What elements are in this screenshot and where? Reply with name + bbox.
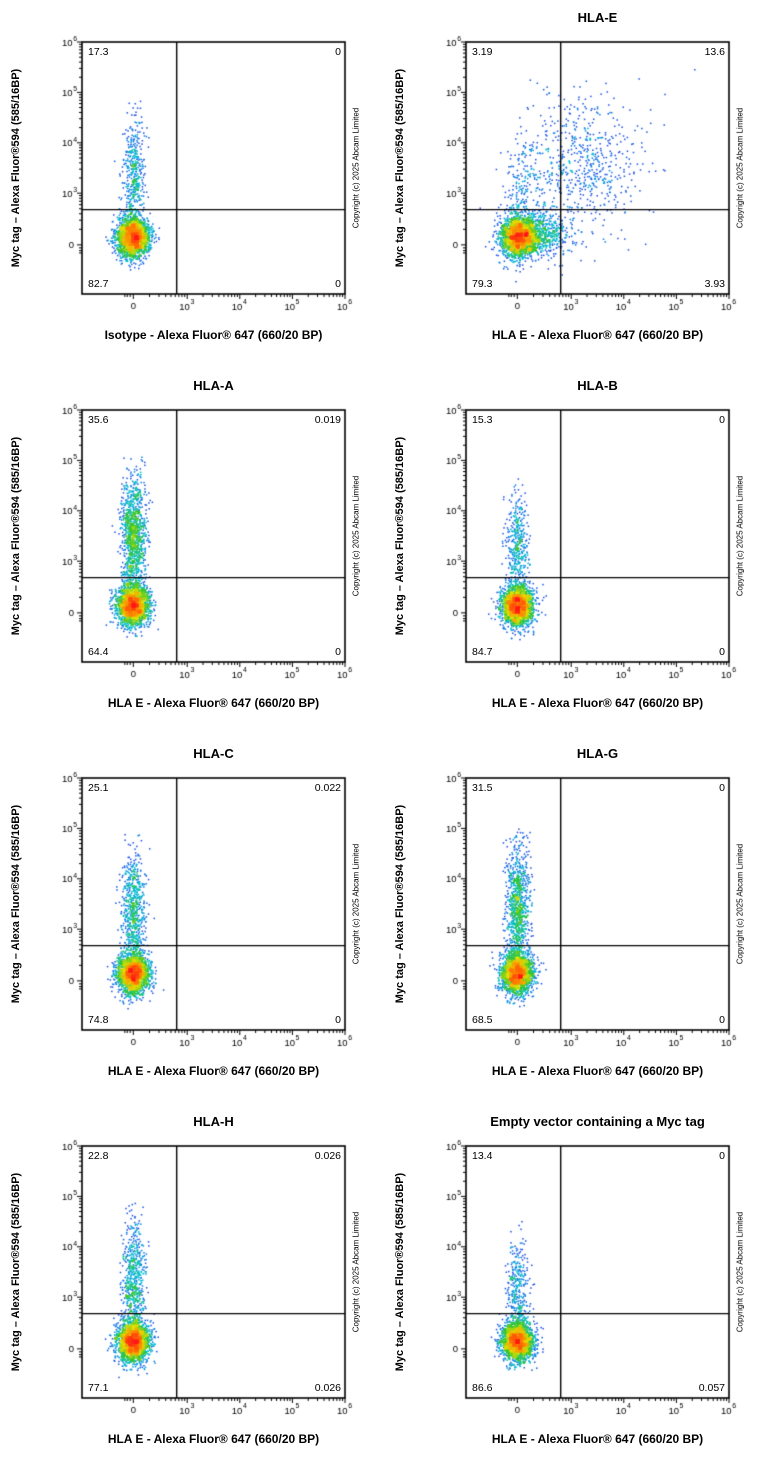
x-axis-label: Isotype - Alexa Fluor® 647 (660/20 BP) bbox=[104, 328, 323, 342]
scatter-plot-canvas bbox=[384, 2, 768, 370]
quadrant-lower-left-pct: 79.3 bbox=[472, 278, 493, 290]
scatter-plot-canvas bbox=[384, 1106, 768, 1474]
quadrant-upper-left-pct: 31.5 bbox=[472, 782, 493, 794]
x-axis-label: HLA E - Alexa Fluor® 647 (660/20 BP) bbox=[107, 1432, 320, 1446]
panel-title: HLA-H bbox=[193, 1114, 234, 1129]
copyright-notice: Copyright (c) 2025 Abcam Limited bbox=[735, 1211, 745, 1333]
quadrant-lower-left-pct: 68.5 bbox=[472, 1014, 493, 1026]
y-axis-label: Myc tag – Alexa Fluor®594 (585/16BP) bbox=[394, 68, 406, 268]
quadrant-lower-right-pct: 0 bbox=[719, 1014, 725, 1026]
quadrant-upper-left-pct: 25.1 bbox=[88, 782, 109, 794]
copyright-notice: Copyright (c) 2025 Abcam Limited bbox=[351, 843, 361, 965]
quadrant-upper-left-pct: 17.3 bbox=[88, 46, 109, 58]
quadrant-lower-left-pct: 84.7 bbox=[472, 646, 493, 658]
scatter-plot-canvas bbox=[0, 2, 384, 370]
flow-panel-hla-h: HLA-H Myc tag – Alexa Fluor®594 (585/16B… bbox=[0, 1106, 384, 1474]
quadrant-lower-right-pct: 0.057 bbox=[698, 1382, 725, 1394]
quadrant-upper-right-pct: 0.019 bbox=[314, 414, 341, 426]
copyright-notice: Copyright (c) 2025 Abcam Limited bbox=[735, 475, 745, 597]
panel-title: HLA-C bbox=[193, 746, 234, 761]
x-axis-label: HLA E - Alexa Fluor® 647 (660/20 BP) bbox=[491, 696, 704, 710]
quadrant-lower-right-pct: 0 bbox=[335, 1014, 341, 1026]
copyright-notice: Copyright (c) 2025 Abcam Limited bbox=[735, 843, 745, 965]
copyright-notice: Copyright (c) 2025 Abcam Limited bbox=[351, 475, 361, 597]
quadrant-upper-left-pct: 15.3 bbox=[472, 414, 493, 426]
quadrant-upper-left-pct: 35.6 bbox=[88, 414, 109, 426]
copyright-notice: Copyright (c) 2025 Abcam Limited bbox=[735, 107, 745, 229]
panel-title: HLA-E bbox=[577, 10, 618, 25]
quadrant-lower-left-pct: 64.4 bbox=[88, 646, 109, 658]
quadrant-lower-right-pct: 0 bbox=[719, 646, 725, 658]
scatter-plot-canvas bbox=[384, 370, 768, 738]
y-axis-label: Myc tag – Alexa Fluor®594 (585/16BP) bbox=[10, 1172, 22, 1372]
quadrant-lower-right-pct: 0 bbox=[335, 646, 341, 658]
x-axis-label: HLA E - Alexa Fluor® 647 (660/20 BP) bbox=[491, 1432, 704, 1446]
y-axis-label: Myc tag – Alexa Fluor®594 (585/16BP) bbox=[394, 436, 406, 636]
quadrant-upper-left-pct: 13.4 bbox=[472, 1150, 493, 1162]
quadrant-lower-left-pct: 77.1 bbox=[88, 1382, 109, 1394]
quadrant-upper-right-pct: 0 bbox=[719, 414, 725, 426]
quadrant-upper-right-pct: 0 bbox=[719, 782, 725, 794]
panel-title: HLA-G bbox=[576, 746, 619, 761]
panel-title: HLA-B bbox=[577, 378, 618, 393]
y-axis-label: Myc tag – Alexa Fluor®594 (585/16BP) bbox=[394, 1172, 406, 1372]
x-axis-label: HLA E - Alexa Fluor® 647 (660/20 BP) bbox=[107, 1064, 320, 1078]
y-axis-label: Myc tag – Alexa Fluor®594 (585/16BP) bbox=[10, 68, 22, 268]
quadrant-lower-right-pct: 0.026 bbox=[314, 1382, 341, 1394]
flow-panel-hla-b: HLA-B Myc tag – Alexa Fluor®594 (585/16B… bbox=[384, 370, 768, 738]
quadrant-lower-right-pct: 0 bbox=[335, 278, 341, 290]
y-axis-label: Myc tag – Alexa Fluor®594 (585/16BP) bbox=[394, 804, 406, 1004]
x-axis-label: HLA E - Alexa Fluor® 647 (660/20 BP) bbox=[491, 328, 704, 342]
quadrant-upper-right-pct: 13.6 bbox=[704, 46, 725, 58]
y-axis-label: Myc tag – Alexa Fluor®594 (585/16BP) bbox=[10, 804, 22, 1004]
scatter-plot-canvas bbox=[0, 1106, 384, 1474]
flow-panel-hla-g: HLA-G Myc tag – Alexa Fluor®594 (585/16B… bbox=[384, 738, 768, 1106]
copyright-notice: Copyright (c) 2025 Abcam Limited bbox=[351, 1211, 361, 1333]
quadrant-upper-right-pct: 0 bbox=[335, 46, 341, 58]
copyright-notice: Copyright (c) 2025 Abcam Limited bbox=[351, 107, 361, 229]
flow-panel-hla-c: HLA-C Myc tag – Alexa Fluor®594 (585/16B… bbox=[0, 738, 384, 1106]
flow-panel-empty-vector: Empty vector containing a Myc tag Myc ta… bbox=[384, 1106, 768, 1474]
panel-title: Empty vector containing a Myc tag bbox=[490, 1114, 705, 1129]
scatter-plot-canvas bbox=[0, 370, 384, 738]
quadrant-upper-right-pct: 0.026 bbox=[314, 1150, 341, 1162]
x-axis-label: HLA E - Alexa Fluor® 647 (660/20 BP) bbox=[491, 1064, 704, 1078]
flow-panel-isotype: Myc tag – Alexa Fluor®594 (585/16BP) Iso… bbox=[0, 2, 384, 370]
y-axis-label: Myc tag – Alexa Fluor®594 (585/16BP) bbox=[10, 436, 22, 636]
quadrant-lower-left-pct: 74.8 bbox=[88, 1014, 109, 1026]
flow-panel-hla-e: HLA-E Myc tag – Alexa Fluor®594 (585/16B… bbox=[384, 2, 768, 370]
scatter-plot-canvas bbox=[0, 738, 384, 1106]
quadrant-lower-left-pct: 86.6 bbox=[472, 1382, 493, 1394]
quadrant-upper-left-pct: 3.19 bbox=[472, 46, 493, 58]
quadrant-lower-right-pct: 3.93 bbox=[704, 278, 725, 290]
scatter-plot-canvas bbox=[384, 738, 768, 1106]
panel-title: HLA-A bbox=[193, 378, 234, 393]
quadrant-upper-left-pct: 22.8 bbox=[88, 1150, 109, 1162]
x-axis-label: HLA E - Alexa Fluor® 647 (660/20 BP) bbox=[107, 696, 320, 710]
flow-panel-hla-a: HLA-A Myc tag – Alexa Fluor®594 (585/16B… bbox=[0, 370, 384, 738]
quadrant-lower-left-pct: 82.7 bbox=[88, 278, 109, 290]
quadrant-upper-right-pct: 0 bbox=[719, 1150, 725, 1162]
quadrant-upper-right-pct: 0.022 bbox=[314, 782, 341, 794]
